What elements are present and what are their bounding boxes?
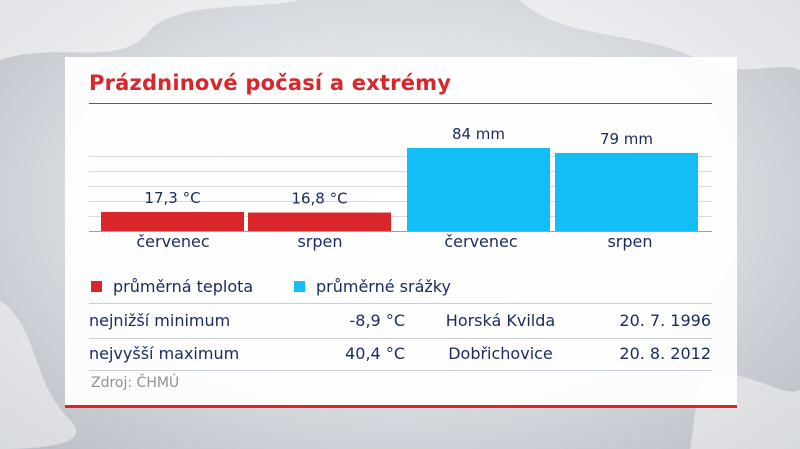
extreme-label: nejnižší minimum bbox=[89, 311, 231, 330]
extreme-date: 20. 8. 2012 bbox=[619, 344, 711, 363]
bar-srazky-cervenec bbox=[407, 148, 550, 231]
category-label: červenec bbox=[444, 232, 518, 251]
source-note: Zdroj: ČHMÚ bbox=[91, 375, 180, 391]
table-divider bbox=[89, 370, 712, 371]
table-divider bbox=[89, 338, 712, 339]
legend-item-srazky: průměrné srážky bbox=[294, 275, 451, 297]
category-label: srpen bbox=[607, 232, 653, 251]
bars bbox=[101, 148, 698, 231]
title-underline bbox=[89, 103, 712, 104]
legend-swatch-blue bbox=[294, 280, 305, 292]
value-labels: 17,3 °C 16,8 °C 84 mm 79 mm bbox=[144, 125, 653, 208]
data-label: 16,8 °C bbox=[291, 190, 347, 208]
legend-label: průměrná teplota bbox=[113, 276, 254, 296]
extreme-value: 40,4 °C bbox=[345, 344, 405, 363]
category-label: červenec bbox=[136, 232, 210, 251]
legend-label: průměrné srážky bbox=[316, 276, 451, 296]
data-label: 17,3 °C bbox=[144, 189, 200, 207]
table-divider bbox=[89, 303, 712, 304]
legend-swatch-red bbox=[91, 280, 102, 292]
chart-title: Prázdninové počasí a extrémy bbox=[89, 71, 452, 95]
extreme-date: 20. 7. 1996 bbox=[619, 311, 711, 330]
chart-panel: Prázdninové počasí a extrémy 17,3 °C 16,8… bbox=[65, 57, 737, 408]
data-label: 79 mm bbox=[600, 130, 653, 148]
extreme-place: Dobřichovice bbox=[448, 344, 553, 363]
extreme-place: Horská Kvilda bbox=[445, 311, 556, 330]
bar-teplota-cervenec bbox=[101, 212, 244, 231]
category-label: srpen bbox=[297, 232, 343, 251]
extreme-label: nejvyšší maximum bbox=[89, 344, 240, 363]
bar-chart: 17,3 °C 16,8 °C 84 mm 79 mm bbox=[89, 125, 712, 232]
legend-item-teplota: průměrná teplota bbox=[91, 275, 253, 297]
bar-srazky-srpen bbox=[555, 152, 698, 231]
data-label: 84 mm bbox=[452, 125, 505, 143]
extreme-value: -8,9 °C bbox=[349, 311, 405, 330]
bar-teplota-srpen bbox=[248, 212, 391, 231]
